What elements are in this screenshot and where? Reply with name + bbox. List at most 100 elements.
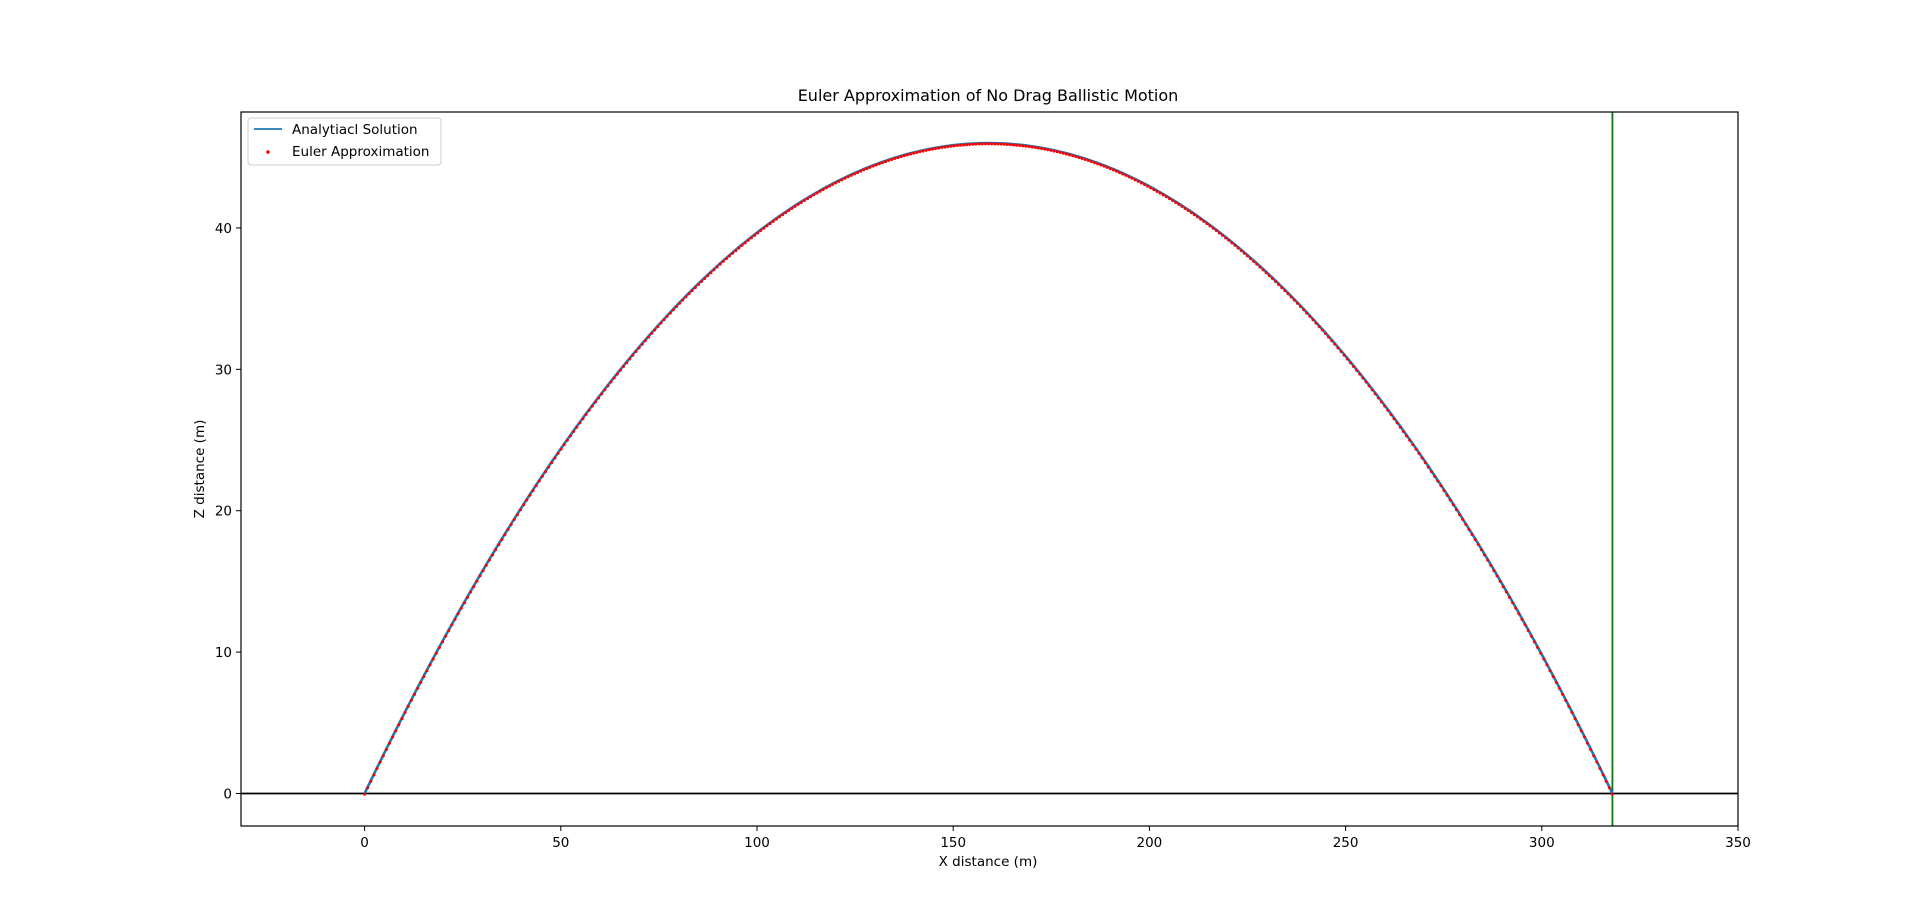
euler-point bbox=[999, 142, 1003, 146]
euler-point bbox=[363, 792, 367, 796]
euler-point bbox=[1433, 474, 1437, 478]
euler-point bbox=[1401, 430, 1405, 434]
euler-point bbox=[466, 595, 470, 599]
euler-point bbox=[690, 289, 694, 293]
euler-point bbox=[933, 147, 937, 151]
euler-point bbox=[1576, 723, 1580, 727]
euler-point bbox=[1192, 213, 1196, 217]
euler-point bbox=[1289, 295, 1293, 299]
euler-point bbox=[462, 601, 466, 605]
euler-point bbox=[784, 211, 788, 215]
euler-point bbox=[1261, 268, 1265, 272]
euler-point bbox=[1445, 493, 1449, 497]
euler-point bbox=[731, 251, 735, 255]
euler-point bbox=[1451, 503, 1455, 507]
euler-point bbox=[537, 479, 541, 483]
euler-point bbox=[1158, 191, 1162, 195]
euler-point bbox=[1011, 143, 1015, 147]
euler-point bbox=[937, 146, 941, 150]
euler-point bbox=[896, 156, 900, 160]
euler-point bbox=[771, 219, 775, 223]
euler-point bbox=[622, 364, 626, 368]
x-tick-label: 350 bbox=[1725, 835, 1751, 851]
euler-point bbox=[1139, 181, 1143, 185]
euler-point bbox=[1414, 447, 1418, 451]
euler-point bbox=[522, 503, 526, 507]
euler-point bbox=[983, 142, 987, 146]
euler-point bbox=[1498, 579, 1502, 583]
euler-point bbox=[1046, 148, 1050, 152]
euler-point bbox=[965, 143, 969, 147]
x-tick-label: 200 bbox=[1137, 835, 1163, 851]
plot-frame bbox=[240, 111, 1739, 827]
euler-point bbox=[1348, 361, 1352, 365]
euler-point bbox=[1395, 421, 1399, 425]
euler-point bbox=[915, 151, 919, 155]
euler-point bbox=[1582, 735, 1586, 739]
euler-point bbox=[1208, 224, 1212, 228]
euler-point bbox=[1130, 176, 1134, 180]
euler-point bbox=[943, 145, 947, 149]
euler-point bbox=[1479, 548, 1483, 552]
euler-point bbox=[1373, 392, 1377, 396]
euler-point bbox=[459, 606, 463, 610]
euler-point bbox=[681, 298, 685, 302]
euler-point bbox=[1542, 657, 1546, 661]
euler-point bbox=[366, 786, 370, 790]
euler-point bbox=[1336, 346, 1340, 350]
euler-point bbox=[1089, 160, 1093, 164]
euler-point bbox=[1280, 286, 1284, 290]
euler-point bbox=[977, 142, 981, 146]
euler-point bbox=[712, 268, 716, 272]
euler-point bbox=[1408, 438, 1412, 442]
euler-point bbox=[1392, 417, 1396, 421]
euler-point bbox=[774, 217, 778, 221]
euler-point bbox=[930, 147, 934, 151]
euler-point bbox=[671, 308, 675, 312]
euler-point bbox=[718, 262, 722, 266]
euler-point bbox=[1355, 368, 1359, 372]
euler-point bbox=[1551, 675, 1555, 679]
euler-point bbox=[1476, 543, 1480, 547]
euler-point bbox=[1239, 249, 1243, 253]
euler-point bbox=[996, 142, 1000, 146]
euler-point bbox=[743, 241, 747, 245]
x-tick-label: 150 bbox=[940, 835, 966, 851]
euler-point bbox=[721, 259, 725, 263]
euler-point bbox=[547, 465, 551, 469]
x-tick-label: 250 bbox=[1333, 835, 1359, 851]
euler-point bbox=[762, 226, 766, 230]
euler-point bbox=[1058, 151, 1062, 155]
euler-point bbox=[706, 274, 710, 278]
euler-point bbox=[1585, 741, 1589, 745]
euler-point bbox=[575, 425, 579, 429]
euler-point bbox=[1545, 663, 1549, 667]
euler-point bbox=[1417, 452, 1421, 456]
euler-point bbox=[1486, 558, 1490, 562]
euler-point bbox=[1214, 229, 1218, 233]
euler-point bbox=[1461, 518, 1465, 522]
euler-point bbox=[696, 283, 700, 287]
euler-point bbox=[425, 669, 429, 673]
euler-point bbox=[497, 543, 501, 547]
euler-point bbox=[519, 508, 523, 512]
euler-point bbox=[656, 325, 660, 329]
euler-point bbox=[1018, 144, 1022, 148]
euler-point bbox=[475, 579, 479, 583]
euler-point bbox=[1320, 328, 1324, 332]
euler-point bbox=[525, 498, 529, 502]
euler-point bbox=[1164, 195, 1168, 199]
euler-point bbox=[715, 265, 719, 269]
plot-area bbox=[241, 112, 1738, 826]
euler-point bbox=[1220, 233, 1224, 237]
euler-point bbox=[1071, 154, 1075, 158]
euler-point bbox=[818, 189, 822, 193]
euler-point bbox=[409, 698, 413, 702]
euler-point bbox=[1495, 574, 1499, 578]
euler-point bbox=[1589, 748, 1593, 752]
euler-point bbox=[1249, 257, 1253, 261]
euler-point bbox=[384, 748, 388, 752]
euler-point bbox=[809, 195, 813, 199]
euler-point bbox=[1161, 193, 1165, 197]
euler-point bbox=[1604, 779, 1608, 783]
